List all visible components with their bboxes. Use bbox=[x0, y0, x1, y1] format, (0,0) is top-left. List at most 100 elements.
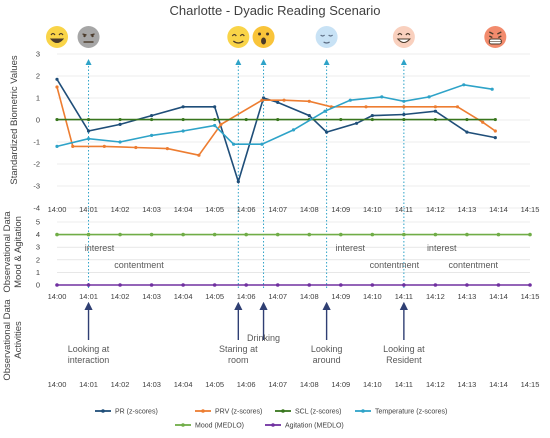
series-line bbox=[56, 83, 493, 148]
emoji-row bbox=[46, 26, 507, 48]
x-tick-label: 14:01 bbox=[79, 292, 98, 301]
data-point bbox=[244, 117, 248, 122]
emoji-face bbox=[46, 26, 68, 48]
x-tick-label: 14:01 bbox=[79, 380, 98, 389]
activity-label: Looking at interaction bbox=[68, 344, 110, 365]
data-point bbox=[291, 128, 296, 132]
data-point bbox=[276, 117, 280, 122]
emoji-brows bbox=[489, 31, 502, 35]
data-point bbox=[181, 129, 185, 133]
x-tick-label: 14:15 bbox=[521, 292, 540, 301]
legend-marker bbox=[101, 409, 105, 413]
legend-label: Mood (MEDLO) bbox=[195, 423, 244, 430]
data-point bbox=[370, 114, 374, 118]
ylabel-line: Mood & Agitation bbox=[13, 216, 24, 288]
x-tick-label: 14:12 bbox=[426, 292, 445, 301]
y-tick-label: 5 bbox=[36, 218, 40, 227]
data-point bbox=[55, 85, 59, 89]
x-tick-label: 14:15 bbox=[521, 380, 540, 389]
data-point bbox=[244, 232, 248, 237]
mood-annotation: contentment bbox=[448, 260, 498, 270]
x-tick-label: 14:07 bbox=[268, 292, 287, 301]
data-point bbox=[348, 98, 352, 102]
x-tick-label: 14:02 bbox=[111, 292, 130, 301]
x-tick-label: 14:11 bbox=[395, 205, 413, 214]
data-point bbox=[55, 117, 59, 122]
data-point bbox=[307, 114, 311, 118]
data-point bbox=[339, 232, 343, 237]
activity-label-line: interaction bbox=[68, 355, 110, 365]
series-lines bbox=[55, 77, 532, 287]
legend-label: SCL (z-scores) bbox=[295, 409, 341, 416]
emoji-face bbox=[252, 26, 275, 48]
x-tick-label: 14:06 bbox=[237, 380, 256, 389]
y-tick-label: -3 bbox=[33, 182, 40, 191]
legend-label: PR (z-scores) bbox=[115, 409, 158, 416]
x-tick-label: 14:06 bbox=[237, 205, 256, 214]
activity-label-line: Looking bbox=[311, 344, 343, 354]
data-point bbox=[213, 105, 217, 109]
data-point bbox=[181, 283, 185, 287]
activity-label-line: Looking at bbox=[383, 344, 425, 354]
data-point bbox=[197, 153, 201, 157]
emoji-eyes bbox=[320, 34, 334, 37]
activity-label-line: Resident bbox=[386, 355, 422, 365]
legend-marker bbox=[181, 423, 185, 427]
emoji-eyes bbox=[397, 32, 411, 36]
x-tick-label: 14:00 bbox=[48, 380, 67, 389]
emoji-mouth bbox=[323, 41, 330, 44]
data-point bbox=[370, 232, 375, 237]
x-tick-label: 14:02 bbox=[111, 380, 130, 389]
activity-label: Staring at room bbox=[219, 344, 258, 365]
legend-marker bbox=[281, 409, 285, 413]
ylabel-line: Activities bbox=[13, 321, 24, 359]
data-point bbox=[212, 232, 217, 237]
data-point bbox=[275, 283, 280, 287]
x-tick-label: 14:11 bbox=[395, 380, 413, 389]
legend: PR (z-scores) PRV (z-scores) SCL (z-scores… bbox=[95, 409, 447, 430]
x-tick-label: 14:15 bbox=[521, 205, 540, 214]
legend-marker bbox=[271, 423, 275, 427]
x-tick-label: 14:05 bbox=[205, 292, 224, 301]
data-point bbox=[102, 144, 106, 148]
data-point bbox=[236, 180, 240, 184]
data-point bbox=[181, 232, 185, 237]
emoji-face bbox=[315, 26, 338, 48]
data-point bbox=[86, 232, 91, 237]
series-line bbox=[56, 78, 496, 185]
mood-annotation: contentment bbox=[114, 260, 164, 270]
data-point bbox=[339, 283, 343, 287]
data-point bbox=[213, 123, 217, 128]
data-point bbox=[493, 136, 497, 140]
data-point bbox=[528, 232, 532, 237]
activity-label-line: around bbox=[313, 355, 341, 365]
x-tick-label: 14:07 bbox=[268, 380, 287, 389]
data-point bbox=[134, 145, 138, 150]
data-point bbox=[86, 129, 91, 133]
data-point bbox=[55, 144, 59, 148]
data-point bbox=[282, 98, 286, 102]
emoji-brows bbox=[82, 33, 95, 36]
legend-marker bbox=[361, 409, 365, 413]
emoji-face bbox=[77, 26, 100, 48]
data-point bbox=[402, 112, 406, 117]
data-point bbox=[528, 283, 532, 287]
y-tick-label: 2 bbox=[36, 255, 40, 264]
panel2-ylabel: Observational DataMood & Agitation bbox=[2, 211, 24, 293]
emoji-mouth bbox=[396, 38, 411, 43]
data-point bbox=[433, 105, 437, 109]
activity-label: Drinking bbox=[247, 333, 280, 343]
neutral-face-icon bbox=[77, 26, 100, 48]
data-point bbox=[55, 232, 59, 237]
data-point bbox=[402, 283, 406, 287]
ylabel-line: Observational Data bbox=[2, 211, 13, 293]
x-tick-label: 14:13 bbox=[458, 380, 477, 389]
x-tick-label: 14:05 bbox=[205, 380, 224, 389]
emoji-face bbox=[392, 26, 415, 48]
data-point bbox=[307, 99, 311, 103]
data-point bbox=[276, 100, 280, 104]
surprised-face-icon bbox=[252, 26, 275, 48]
emoji-eye bbox=[266, 32, 270, 36]
x-tick-label: 14:09 bbox=[331, 205, 350, 214]
